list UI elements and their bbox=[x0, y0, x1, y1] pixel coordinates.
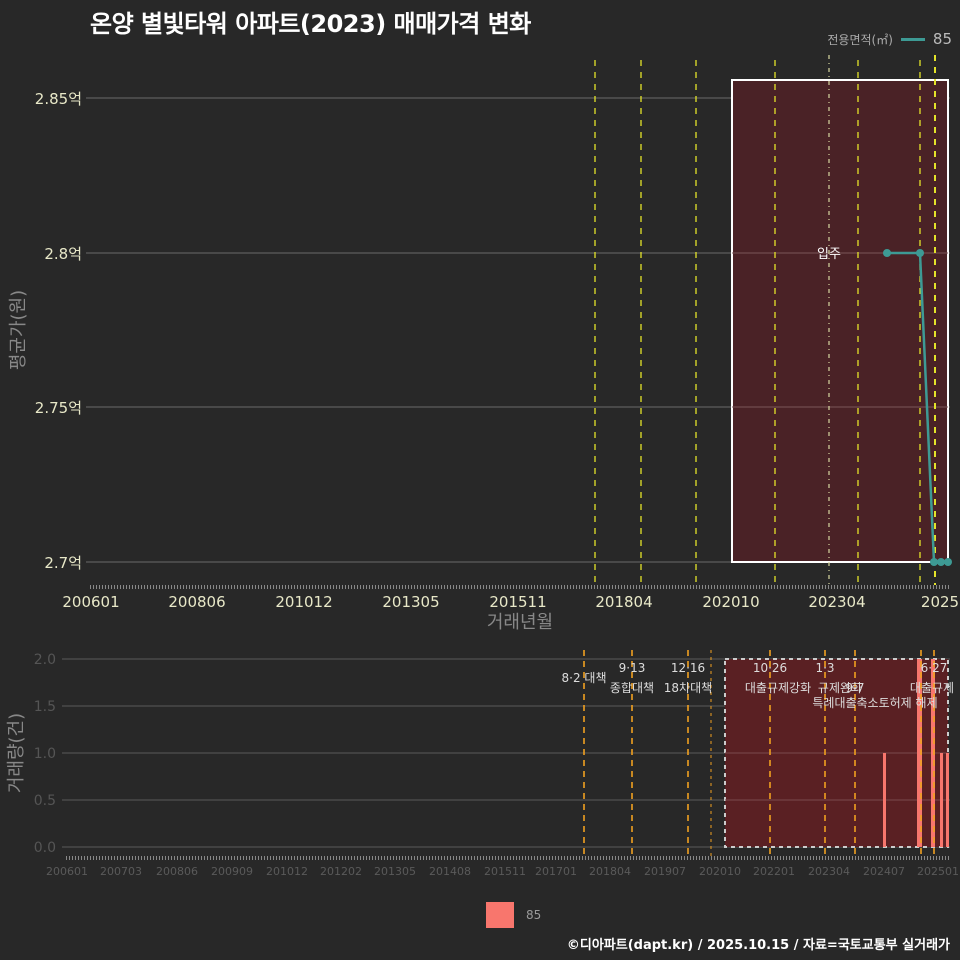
svg-text:202407: 202407 bbox=[863, 865, 905, 878]
y-axis-label: 평균가(원) bbox=[8, 290, 29, 370]
svg-text:특례대출축소토허제 해제: 특례대출축소토허제 해제 bbox=[812, 696, 937, 710]
svg-text:2.0: 2.0 bbox=[34, 652, 56, 668]
svg-text:200703: 200703 bbox=[100, 865, 142, 878]
legend-title: 전용면적(㎡) bbox=[827, 32, 893, 47]
svg-text:201408: 201408 bbox=[429, 865, 471, 878]
legend-line-icon bbox=[900, 37, 925, 41]
legend-bottom: 85 bbox=[486, 902, 541, 928]
svg-text:200806: 200806 bbox=[168, 593, 225, 611]
svg-text:1.5: 1.5 bbox=[34, 699, 56, 715]
svg-text:201511: 201511 bbox=[484, 865, 526, 878]
volume-y-axis-label: 거래량(건) bbox=[6, 713, 27, 793]
y-tick-285: 2.85억 bbox=[35, 90, 82, 108]
svg-text:10·26: 10·26 bbox=[753, 661, 787, 675]
svg-text:규제완화: 규제완화 bbox=[818, 681, 862, 695]
legend-bottom-label: 85 bbox=[526, 908, 542, 922]
footer-credit: ©디아파트(dapt.kr) / 2025.10.15 / 자료=국토교통부 실… bbox=[566, 938, 950, 953]
volume-bars bbox=[883, 659, 949, 847]
svg-text:202304: 202304 bbox=[808, 593, 865, 611]
svg-text:1.0: 1.0 bbox=[34, 746, 56, 762]
svg-text:18차대책: 18차대책 bbox=[664, 680, 712, 695]
svg-text:8·2 대책: 8·2 대책 bbox=[562, 670, 607, 685]
svg-text:202304: 202304 bbox=[808, 865, 850, 878]
svg-text:대출규제강화: 대출규제강화 bbox=[745, 681, 811, 695]
svg-text:9·13: 9·13 bbox=[619, 661, 646, 675]
svg-text:201012: 201012 bbox=[266, 865, 308, 878]
svg-text:대출규제: 대출규제 bbox=[910, 681, 954, 695]
svg-text:201511: 201511 bbox=[489, 593, 546, 611]
svg-text:202501: 202501 bbox=[917, 865, 959, 878]
y-tick-280: 2.8억 bbox=[44, 245, 82, 263]
x-axis-label: 거래년월 bbox=[487, 612, 553, 633]
svg-text:0.0: 0.0 bbox=[34, 840, 56, 856]
price-points bbox=[883, 249, 952, 566]
svg-text:200909: 200909 bbox=[211, 865, 253, 878]
svg-text:201804: 201804 bbox=[595, 593, 652, 611]
svg-text:200601: 200601 bbox=[46, 865, 88, 878]
svg-text:201907: 201907 bbox=[644, 865, 686, 878]
svg-text:201804: 201804 bbox=[589, 865, 631, 878]
svg-text:202010: 202010 bbox=[699, 865, 741, 878]
svg-text:202010: 202010 bbox=[702, 593, 759, 611]
svg-text:202201: 202201 bbox=[753, 865, 795, 878]
svg-text:2025: 2025 bbox=[921, 593, 959, 611]
svg-text:종합대책: 종합대책 bbox=[610, 680, 654, 695]
volume-bar-chart: 8·2 대책 9·13 종합대책 12·16 18차대책 10·26 대출규제강… bbox=[6, 650, 959, 878]
chart-title: 온양 별빛타워 아파트(2023) 매매가격 변화 bbox=[90, 10, 531, 38]
policy-vlines bbox=[594, 55, 936, 585]
svg-text:201701: 201701 bbox=[535, 865, 577, 878]
y-tick-275: 2.75억 bbox=[35, 399, 82, 417]
svg-text:201202: 201202 bbox=[320, 865, 362, 878]
svg-text:201305: 201305 bbox=[374, 865, 416, 878]
highlight-box bbox=[731, 79, 949, 563]
legend-top: 전용면적(㎡) 85 bbox=[827, 30, 952, 48]
svg-text:12·16: 12·16 bbox=[671, 661, 705, 675]
svg-text:0.5: 0.5 bbox=[34, 793, 56, 809]
y-tick-270: 2.7억 bbox=[44, 554, 82, 572]
price-line-chart: 2.85억 2.8억 2.75억 2.7억 평균가(원) 200601 2008… bbox=[8, 55, 959, 633]
svg-text:1·3: 1·3 bbox=[815, 661, 834, 675]
svg-text:201305: 201305 bbox=[382, 593, 439, 611]
svg-text:6·27: 6·27 bbox=[921, 661, 948, 675]
svg-text:200601: 200601 bbox=[62, 593, 119, 611]
legend-swatch-icon bbox=[486, 902, 514, 928]
svg-text:200806: 200806 bbox=[156, 865, 198, 878]
legend-series-label: 85 bbox=[932, 30, 952, 48]
svg-text:201012: 201012 bbox=[275, 593, 332, 611]
svg-text:9·7: 9·7 bbox=[845, 681, 864, 695]
move-in-annotation: 입주 bbox=[817, 247, 841, 262]
